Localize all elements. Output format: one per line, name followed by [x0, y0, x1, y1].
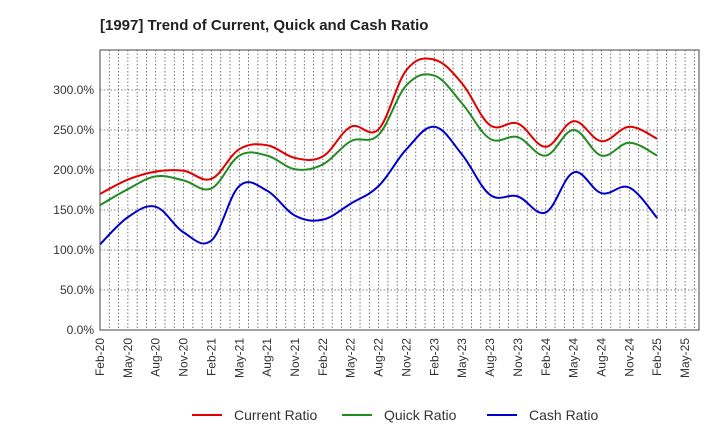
x-tick-label: May-22: [344, 338, 358, 378]
chart-title: [1997] Trend of Current, Quick and Cash …: [100, 17, 428, 34]
quick-ratio-line: [99, 73, 658, 207]
x-tick-label: Feb-20: [93, 338, 107, 376]
x-tick-label: Feb-23: [427, 338, 441, 376]
x-tick-label: Nov-21: [288, 338, 302, 377]
y-tick-label: 300.0%: [53, 83, 94, 97]
x-tick-label: May-23: [455, 338, 469, 378]
legend: Current Ratio Quick Ratio Cash Ratio: [192, 407, 598, 423]
x-tick-label: Aug-24: [594, 338, 608, 377]
y-tick-label: 100.0%: [53, 243, 94, 257]
current-ratio-legend-label: Current Ratio: [234, 407, 317, 423]
plot-frame: [99, 49, 700, 331]
y-tick-label: 50.0%: [60, 283, 94, 297]
x-tick-label: Nov-23: [511, 338, 525, 377]
x-tick-label: Aug-20: [149, 338, 163, 377]
x-tick-label: Aug-22: [372, 338, 386, 377]
x-tick-label: May-24: [567, 338, 581, 378]
x-tick-label: Nov-24: [622, 338, 636, 377]
y-axis: 0.0% 50.0% 100.0% 150.0% 200.0% 250.0% 300.0%: [53, 83, 94, 337]
cash-ratio-line: [99, 125, 658, 246]
x-tick-label: Aug-21: [260, 338, 274, 377]
x-tick-label: Aug-23: [483, 338, 497, 377]
x-tick-label: Nov-20: [177, 338, 191, 377]
x-tick-label: Nov-22: [399, 338, 413, 377]
grid: [100, 50, 699, 330]
x-axis: Feb-20 May-20 Aug-20 Nov-20 Feb-21 May-21 Aug-…: [93, 338, 692, 378]
y-tick-label: 200.0%: [53, 163, 94, 177]
x-tick-label: May-25: [678, 338, 692, 378]
quick-ratio-legend-label: Quick Ratio: [384, 407, 457, 423]
y-tick-label: 0.0%: [67, 323, 95, 337]
y-tick-label: 250.0%: [53, 123, 94, 137]
y-tick-label: 150.0%: [53, 203, 94, 217]
x-tick-label: May-21: [232, 338, 246, 378]
x-tick-label: Feb-21: [204, 338, 218, 376]
series-layer: [99, 57, 658, 246]
current-ratio-line: [99, 57, 658, 195]
x-tick-label: Feb-25: [650, 338, 664, 376]
x-tick-label: Feb-24: [539, 338, 553, 376]
x-tick-label: Feb-22: [316, 338, 330, 376]
cash-ratio-legend-label: Cash Ratio: [529, 407, 598, 423]
x-tick-label: May-20: [121, 338, 135, 378]
